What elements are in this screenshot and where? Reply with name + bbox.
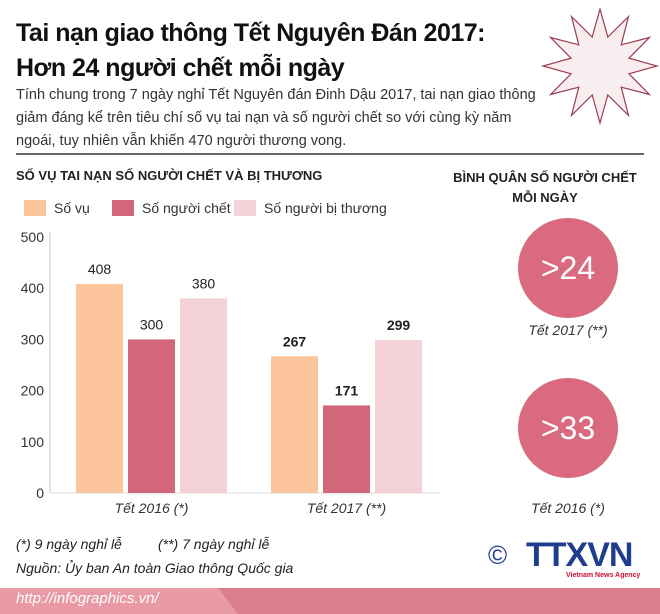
y-tick-label: 400 [21, 280, 45, 296]
legend-so-nguoi-chet: Số người chết [112, 200, 231, 216]
circle-2016: >33 [518, 378, 618, 478]
chart-title: SỐ VỤ TAI NẠN SỐ NGƯỜI CHẾT VÀ BỊ THƯƠNG [16, 168, 323, 183]
logo-subtitle: Vietnam News Agency [566, 572, 641, 579]
legend-label: Số người chết [142, 200, 231, 216]
data-label: 267 [283, 333, 307, 349]
data-label: 171 [335, 382, 359, 398]
x-tick-label: Tết 2016 (*) [115, 500, 189, 516]
legend-swatch [112, 200, 134, 216]
bar [180, 298, 227, 493]
source: Nguồn: Ủy ban An toàn Giao thông Quốc gi… [16, 560, 294, 576]
x-tick-label: Tết 2017 (**) [307, 500, 386, 516]
legend-label: Số vụ [54, 200, 90, 216]
description: Tính chung trong 7 ngày nghỉ Tết Nguyên … [16, 87, 536, 149]
bar [375, 339, 422, 493]
y-tick-label: 100 [21, 434, 45, 450]
title-line-1: Tai nạn giao thông Tết Nguyên Đán 2017: [16, 19, 485, 47]
copyright-icon: © [488, 540, 508, 570]
y-tick-label: 0 [36, 485, 44, 501]
data-label: 300 [140, 316, 164, 332]
circle-2017: >24 [518, 218, 618, 318]
bar [76, 284, 123, 493]
circle-label-2016: Tết 2016 (*) [531, 500, 605, 516]
y-tick-label: 500 [21, 229, 45, 245]
footer-tab [0, 588, 238, 614]
bar [128, 339, 175, 493]
legend-so-vu: Số vụ [24, 200, 90, 216]
data-label: 408 [88, 261, 112, 277]
legend-swatch [234, 200, 256, 216]
logo: TTXVN [526, 536, 633, 574]
circle-section-title: BÌNH QUÂN SỐ NGƯỜI CHẾT MỖI NGÀY [453, 170, 637, 205]
bar [271, 356, 318, 493]
note-2: (**) 7 ngày nghỉ lễ [158, 536, 270, 552]
circle-label-2017: Tết 2017 (**) [528, 322, 608, 338]
bar [323, 405, 370, 493]
legend-so-nguoi-bi-thuong: Số người bị thương [234, 200, 387, 216]
page-title: Tai nạn giao thông Tết Nguyên Đán 2017: H… [16, 16, 485, 86]
divider [16, 153, 644, 155]
note-1: (*) 9 ngày nghỉ lễ [16, 536, 122, 552]
data-label: 380 [192, 275, 216, 291]
legend-label: Số người bị thương [264, 200, 387, 216]
bar-chart: 0 100 200 300 400 500 408 300 380 Tết 2016 (*) 267… [21, 229, 440, 516]
y-tick-label: 300 [21, 331, 45, 347]
data-label: 299 [387, 317, 411, 333]
y-tick-label: 200 [21, 383, 45, 399]
title-line-2: Hơn 24 người chết mỗi ngày [16, 54, 345, 82]
star-icon [540, 8, 660, 126]
legend-swatch [24, 200, 46, 216]
footer-url[interactable]: http://infographics.vn/ [16, 590, 159, 607]
